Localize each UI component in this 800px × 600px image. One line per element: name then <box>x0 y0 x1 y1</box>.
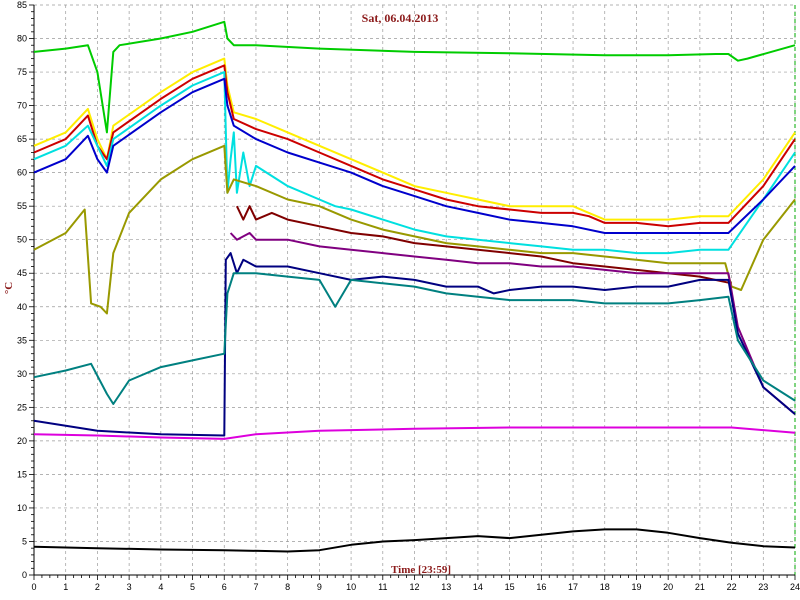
y-tick-label: 85 <box>17 0 27 10</box>
y-tick-label: 75 <box>17 67 27 77</box>
x-tick-label: 6 <box>222 582 227 592</box>
series-line-8 <box>229 232 796 415</box>
axes <box>29 4 796 580</box>
x-tick-label: 10 <box>346 582 356 592</box>
x-tick-label: 23 <box>758 582 768 592</box>
x-tick-label: 7 <box>253 582 258 592</box>
x-tick-label: 8 <box>285 582 290 592</box>
x-tick-label: 9 <box>317 582 322 592</box>
series-line-3 <box>33 64 796 228</box>
x-tick-label: 17 <box>568 582 578 592</box>
x-tick-label: 0 <box>31 582 36 592</box>
x-tick-label: 11 <box>378 582 387 592</box>
y-tick-label: 40 <box>17 302 27 312</box>
y-tick-label: 20 <box>17 436 27 446</box>
x-tick-label: 15 <box>505 582 515 592</box>
series-line-9 <box>33 252 796 437</box>
x-tick-label: 19 <box>631 582 641 592</box>
y-tick-label: 60 <box>17 168 27 178</box>
series-line-10 <box>33 272 796 405</box>
y-tick-label: 0 <box>22 570 27 580</box>
series-line-4 <box>33 71 796 255</box>
series-line-5 <box>33 77 796 234</box>
y-tick-label: 45 <box>17 268 27 278</box>
x-tick-label: 1 <box>63 582 68 592</box>
chart-title: Sat, 06.04.2013 <box>362 11 439 25</box>
series-line-12 <box>33 528 796 553</box>
series-line-7 <box>235 205 732 285</box>
x-tick-label: 12 <box>409 582 419 592</box>
series-line-2 <box>33 57 796 221</box>
x-axis-label: Time [23:59] <box>391 564 451 576</box>
y-tick-label: 10 <box>17 503 27 513</box>
y-tick-label: 30 <box>17 369 27 379</box>
x-tick-label: 18 <box>600 582 610 592</box>
y-tick-label: 65 <box>17 134 27 144</box>
series-group <box>33 20 796 553</box>
series-line-6 <box>33 144 796 315</box>
x-tick-label: 3 <box>127 582 132 592</box>
x-tick-label: 2 <box>95 582 100 592</box>
y-axis-label: °C <box>3 282 15 294</box>
labels-group: 0 1 2 3 4 5 6 7 8 9 10 11 12 13 14 15 16 17 18 19 20 21 22 23 24… <box>17 0 800 592</box>
x-tick-label: 5 <box>190 582 195 592</box>
y-tick-label: 25 <box>17 402 27 412</box>
series-line-11 <box>33 426 796 440</box>
x-tick-label: 4 <box>158 582 163 592</box>
y-tick-label: 70 <box>17 101 27 111</box>
y-tick-label: 5 <box>22 536 27 546</box>
x-tick-label: 22 <box>727 582 737 592</box>
series-line-1 <box>33 20 796 134</box>
y-tick-label: 50 <box>17 235 27 245</box>
x-tick-label: 21 <box>695 582 705 592</box>
y-tick-label: 80 <box>17 34 27 44</box>
x-tick-label: 24 <box>790 582 800 592</box>
x-tick-label: 16 <box>536 582 546 592</box>
grid <box>33 4 796 576</box>
y-tick-label: 55 <box>17 201 27 211</box>
x-tick-label: 14 <box>473 582 483 592</box>
y-tick-label: 35 <box>17 335 27 345</box>
x-tick-label: 20 <box>663 582 673 592</box>
x-tick-label: 13 <box>441 582 451 592</box>
y-tick-label: 15 <box>17 469 27 479</box>
